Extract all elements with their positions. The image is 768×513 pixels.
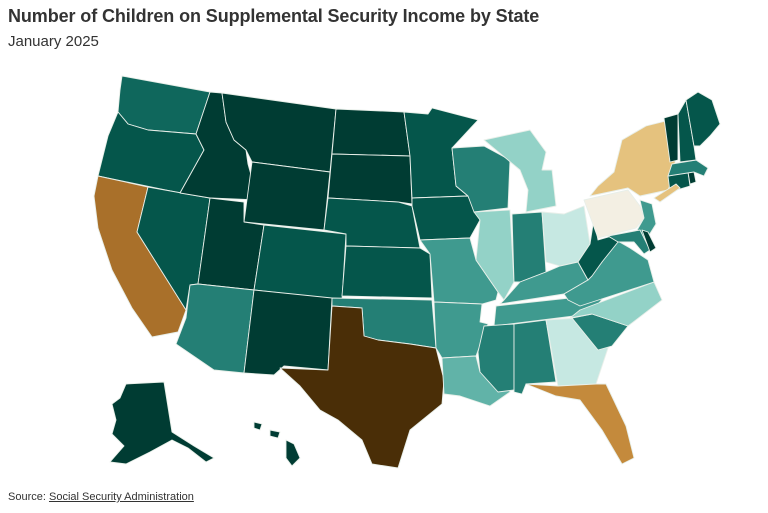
state-ME[interactable] [685, 91, 721, 147]
state-IL[interactable] [473, 209, 515, 301]
us-choropleth-map [0, 60, 768, 480]
state-IN[interactable] [511, 211, 547, 283]
state-HI-oahu[interactable] [253, 421, 263, 431]
chart-title: Number of Children on Supplemental Secur… [8, 6, 540, 26]
state-SD[interactable] [327, 153, 413, 205]
state-MI[interactable] [483, 129, 557, 213]
long-island[interactable] [653, 183, 681, 203]
state-FL[interactable] [525, 383, 635, 465]
state-ND[interactable] [331, 108, 411, 157]
state-MD[interactable] [607, 229, 651, 255]
source-link[interactable]: Social Security Administration [48, 491, 194, 503]
state-WY[interactable] [243, 161, 331, 231]
source-label: Source: [8, 491, 46, 503]
state-NM[interactable] [243, 289, 333, 376]
state-TX[interactable] [279, 305, 445, 469]
source-note: Source: Social Security Administration [8, 491, 194, 503]
state-AK[interactable] [109, 381, 215, 465]
state-DE[interactable] [641, 229, 657, 253]
state-KS[interactable] [341, 245, 433, 299]
state-WI[interactable] [451, 145, 511, 213]
state-NY[interactable] [589, 119, 677, 197]
state-NH[interactable] [677, 99, 697, 163]
state-HI-maui[interactable] [269, 429, 281, 439]
state-HI-big[interactable] [285, 439, 301, 467]
state-IA[interactable] [411, 195, 481, 241]
state-VT[interactable] [663, 113, 679, 163]
chart-subtitle: January 2025 [8, 33, 99, 50]
state-MO[interactable] [419, 237, 499, 305]
state-CO[interactable] [253, 224, 347, 301]
state-ID[interactable] [179, 91, 259, 201]
state-LA[interactable] [441, 355, 511, 407]
